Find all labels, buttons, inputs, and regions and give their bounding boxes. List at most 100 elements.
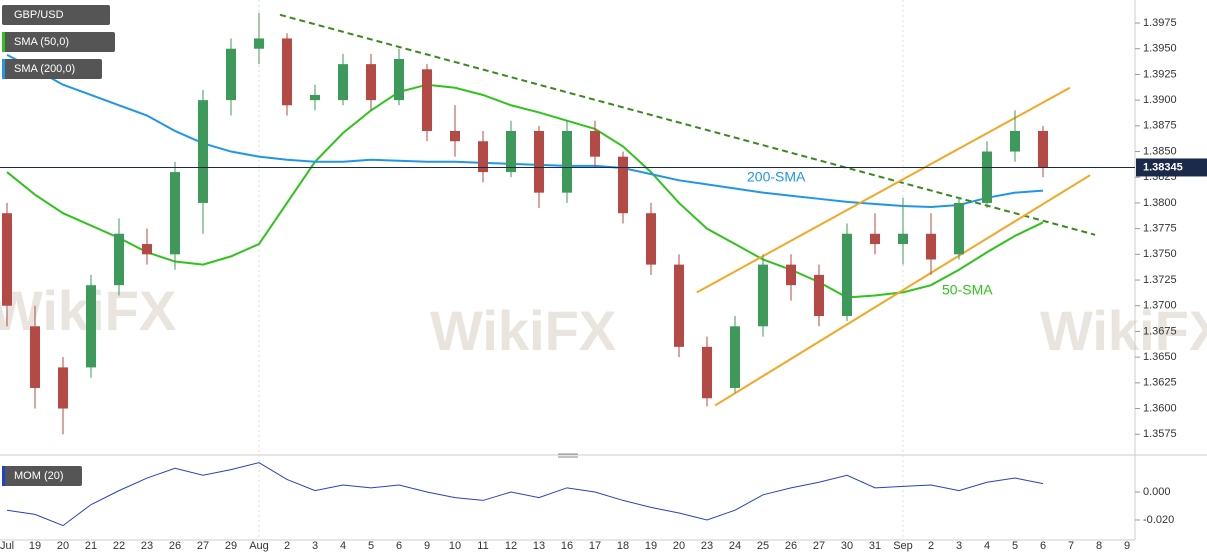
candle-body: [954, 202, 964, 255]
y-tick-label: 1.3700: [1143, 300, 1177, 312]
legend: GBP/USD SMA (50,0) SMA (200,0) MOM (20): [2, 5, 115, 486]
candle-body: [366, 64, 376, 101]
x-tick-label: 26: [785, 540, 797, 552]
x-tick-label: 3: [312, 540, 318, 552]
y-tick-label: 1.3800: [1143, 197, 1177, 209]
x-tick-label: 5: [1012, 540, 1018, 552]
mom-tick-label: -0.020: [1143, 514, 1174, 526]
x-tick-label: 26: [169, 540, 181, 552]
x-tick-label: 27: [813, 540, 825, 552]
candle-body: [254, 38, 264, 49]
candle-body: [86, 285, 96, 368]
x-tick-label: 20: [57, 540, 69, 552]
current-price-label: 1.38345: [1143, 161, 1183, 173]
x-tick-label: 19: [645, 540, 657, 552]
candle-body: [30, 326, 40, 388]
watermark: WikiFX: [430, 299, 616, 362]
candle-body: [338, 64, 348, 101]
x-tick-label: 3: [956, 540, 962, 552]
y-tick-label: 1.3650: [1143, 351, 1177, 363]
candle-body: [142, 244, 152, 255]
candle-body: [58, 367, 68, 409]
candle-body: [814, 274, 824, 317]
x-tick-label: 9: [424, 540, 430, 552]
candle-body: [2, 213, 12, 306]
watermark: WikiFX: [1040, 299, 1207, 362]
y-tick-label: 1.3725: [1143, 274, 1177, 286]
candle-body: [1038, 130, 1048, 168]
x-tick-label: 19: [29, 540, 41, 552]
x-tick-label: 25: [757, 540, 769, 552]
legend-label: GBP/USD: [14, 9, 64, 21]
x-tick-label: 16: [561, 540, 573, 552]
candle-body: [170, 172, 180, 255]
x-tick-label: Jul: [0, 540, 14, 552]
x-tick-label: 11: [477, 540, 488, 552]
legend-label: SMA (200,0): [14, 63, 75, 75]
y-tick-label: 1.3875: [1143, 120, 1177, 132]
candle-body: [618, 156, 628, 214]
y-tick-label: 1.3925: [1143, 68, 1177, 80]
y-tick-label: 1.3975: [1143, 17, 1177, 29]
divider-grip[interactable]: [558, 453, 578, 458]
y-tick-label: 1.3775: [1143, 223, 1177, 235]
x-tick-label: 4: [340, 540, 346, 552]
candle-body: [478, 141, 488, 173]
x-tick-label: 5: [368, 540, 374, 552]
x-tick-label: 23: [701, 540, 713, 552]
candle-body: [758, 264, 768, 327]
candle-body: [674, 264, 684, 347]
x-tick-label: 30: [841, 540, 853, 552]
x-tick-label: 17: [589, 540, 601, 552]
annotation: 50-SMA: [942, 282, 993, 298]
x-tick-label: 2: [284, 540, 290, 552]
legend-swatch: [2, 466, 5, 486]
legend-swatch: [2, 59, 5, 79]
legend-box: [2, 32, 115, 52]
x-tick-label: Sep: [893, 540, 913, 552]
x-tick-label: 12: [505, 540, 517, 552]
x-tick-label: 10: [449, 540, 461, 552]
momentum-line: [6, 462, 1044, 527]
candle-body: [730, 326, 740, 388]
y-tick-label: 1.3575: [1143, 428, 1177, 440]
legend-box: [2, 466, 82, 486]
legend-swatch: [2, 32, 5, 52]
trendline: [696, 86, 1071, 294]
current-price-box: [1136, 158, 1207, 177]
x-tick-label: Aug: [249, 540, 269, 552]
x-tick-label: 2: [928, 540, 934, 552]
sma-line: [6, 54, 1044, 209]
candle-body: [590, 130, 600, 157]
legend-box: [2, 5, 110, 25]
y-tick-label: 1.3850: [1143, 145, 1177, 157]
legend-label: MOM (20): [14, 470, 64, 482]
candle-body: [422, 69, 432, 131]
x-tick-label: 6: [396, 540, 402, 552]
legend-box: [2, 59, 102, 79]
candle-body: [646, 213, 656, 265]
y-tick-label: 1.3950: [1143, 43, 1177, 55]
x-tick-label: 13: [533, 540, 545, 552]
x-tick-label: 27: [197, 540, 209, 552]
candle-body: [226, 48, 236, 101]
x-tick-label: 23: [141, 540, 153, 552]
candle-body: [198, 100, 208, 203]
candle-body: [1010, 130, 1020, 152]
mom-tick-label: 0.000: [1143, 486, 1171, 498]
candle-body: [870, 233, 880, 245]
legend-label: SMA (50,0): [14, 36, 69, 48]
y-tick-label: 1.3900: [1143, 94, 1177, 106]
x-tick-label: 18: [617, 540, 629, 552]
x-tick-label: 21: [85, 540, 97, 552]
x-tick-label: 24: [729, 540, 741, 552]
y-tick-label: 1.3750: [1143, 248, 1177, 260]
y-tick-label: 1.3625: [1143, 377, 1177, 389]
x-tick-label: 29: [225, 540, 237, 552]
candle-body: [282, 38, 292, 106]
candle-body: [394, 59, 404, 101]
